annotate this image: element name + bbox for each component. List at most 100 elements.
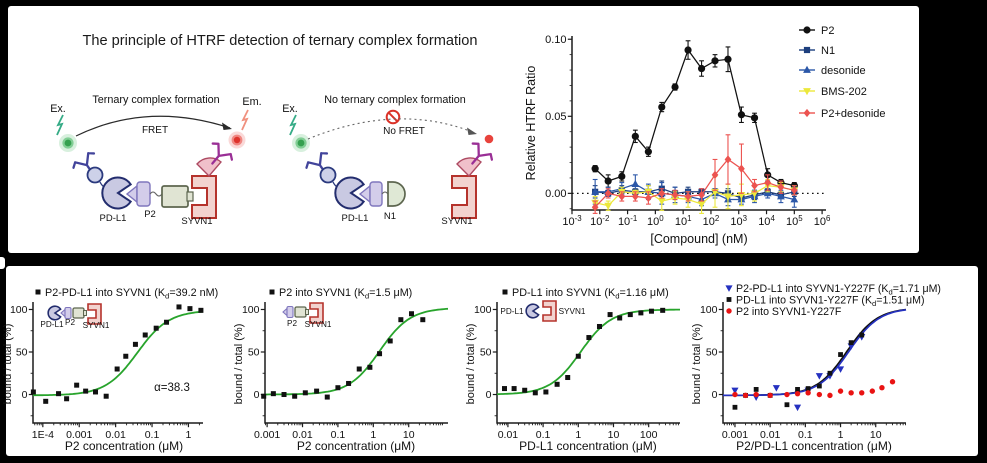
x-tick-label: 10: [403, 429, 415, 441]
no-fret-arrow: [307, 118, 476, 140]
y-tick-label: 100: [10, 304, 28, 316]
marker-circle: [805, 390, 811, 396]
marker-circle: [753, 391, 759, 398]
binder-tab: [83, 310, 87, 316]
x-axis-label: P2 concentration (μM): [65, 439, 183, 453]
inset-p2-syvn1: P2 SYVN1: [282, 302, 332, 329]
pdl1-label: PD-L1: [500, 307, 524, 316]
legend-label: PD-L1 into SYVN1 (Kd=1.16 μM): [512, 287, 669, 301]
excitation-bolt-icon: [289, 114, 297, 136]
no-ternary-caption: No ternary complex formation: [324, 94, 466, 106]
y-tick-label: 50: [706, 347, 718, 359]
no-fret-label: No FRET: [383, 126, 425, 137]
x-tick-label: 1: [575, 429, 581, 441]
inset-p2-pdl1-syvn1: PD-L1 P2 SYVN1: [40, 303, 110, 330]
no-ternary-complex-diagram: No ternary complex formation Ex.: [282, 94, 496, 227]
marker-square: [409, 311, 415, 317]
legend-label: P2 into SYVN1-Y227F: [736, 306, 842, 318]
marker-square: [103, 393, 109, 399]
marker-square: [543, 389, 549, 395]
marker-square: [74, 382, 80, 388]
marker-circle: [816, 391, 823, 398]
legend-label: BMS-202: [821, 86, 867, 98]
marker-diamond: [764, 178, 772, 187]
panel-label-b-fragment: [0, 257, 5, 269]
marker-square: [848, 340, 854, 346]
syvn1-protein-icon: [191, 175, 217, 219]
marker-square: [153, 325, 159, 331]
y-tick-label: 0: [712, 389, 718, 401]
marker-square: [420, 317, 426, 323]
series-P2-PD-L1-into-SYVN1: [30, 304, 204, 404]
x-tick-label: 1: [838, 429, 844, 441]
marker-triangle-down: [725, 285, 733, 292]
marker-diamond: [604, 189, 612, 198]
series-P2-into-SYVN1: [261, 311, 426, 400]
marker-square: [142, 332, 148, 338]
marker-diamond: [711, 170, 719, 180]
p2-label: P2: [287, 319, 297, 328]
y-tick-label: 100: [474, 304, 492, 316]
marker-square: [511, 386, 517, 392]
fit-curve: [33, 310, 204, 397]
acceptor-glow-icon: [228, 131, 246, 149]
marker-square: [607, 312, 613, 318]
series-P2-desonide: [591, 134, 798, 214]
x-tick-label: 1: [370, 429, 376, 441]
syvn1-icon: [542, 300, 557, 322]
marker-circle: [827, 392, 833, 399]
x-tick-label: 100: [647, 214, 664, 228]
marker-circle: [742, 392, 749, 399]
x-tick-label: 104: [758, 214, 775, 228]
fret-arrowhead-icon: [222, 122, 232, 130]
x-tick-label: 0.1: [331, 429, 346, 441]
marker-circle: [644, 148, 652, 156]
y-tick-label: 50: [16, 347, 28, 359]
marker-square: [522, 387, 528, 393]
marker-square: [261, 393, 267, 399]
y-tick-label: 50: [248, 347, 260, 359]
marker-circle: [784, 391, 790, 398]
marker-circle: [604, 177, 612, 185]
marker-triangle-down: [836, 366, 845, 373]
marker-square: [64, 396, 70, 402]
marker-square: [281, 392, 287, 398]
y-tick-label: 0.10: [545, 34, 566, 46]
series-line: [595, 183, 795, 201]
marker-diamond: [738, 164, 745, 173]
pdl1-icon: [525, 303, 540, 319]
n1-label: N1: [384, 211, 396, 222]
marker-diamond: [698, 190, 705, 200]
marker-square: [270, 391, 276, 397]
x-tick-label: 0.01: [498, 429, 519, 441]
marker-circle: [711, 57, 719, 65]
marker-diamond: [751, 181, 758, 190]
marker-circle: [859, 390, 865, 396]
marker-square: [324, 394, 330, 400]
marker-diamond: [591, 203, 599, 212]
ternary-caption: Ternary complex formation: [92, 94, 219, 106]
legend-label: P2+desonide: [821, 108, 886, 120]
marker-square: [805, 386, 811, 391]
x-axis-label: P2 concentration (μM): [297, 439, 415, 453]
x-tick-label: 10-2: [590, 214, 609, 228]
marker-square: [726, 297, 732, 302]
p2-label: P2: [144, 209, 156, 220]
x-tick-label: 10-3: [562, 214, 582, 228]
marker-circle: [879, 385, 885, 391]
series-P2-PD-L1-into-SYVN1-Y227F: [731, 334, 866, 412]
marker-triangle-down: [803, 88, 811, 96]
marker-square: [532, 390, 538, 396]
acceptor-dot-icon: [484, 134, 494, 144]
legend-label: N1: [821, 45, 835, 57]
marker-diamond: [684, 192, 692, 201]
marker-triangle-down: [657, 198, 666, 206]
marker-square: [30, 389, 36, 395]
y-axis-label: bound / total (%): [233, 324, 245, 405]
y-tick-label: 0: [254, 389, 260, 401]
marker-square: [596, 323, 602, 329]
marker-square: [795, 387, 800, 392]
marker-square: [586, 335, 592, 341]
marker-square: [132, 341, 138, 347]
